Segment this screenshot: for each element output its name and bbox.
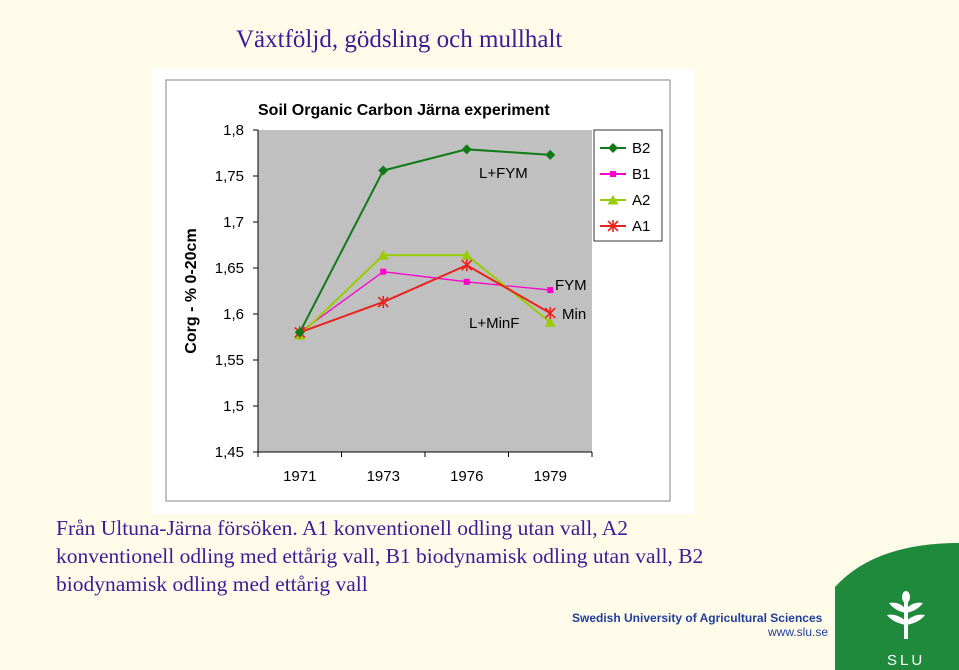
footer-organization: Swedish University of Agricultural Scien… bbox=[572, 611, 823, 625]
slu-logo-icon: SLU bbox=[835, 543, 959, 670]
annotation-fym: FYM bbox=[555, 277, 587, 294]
series-line-a1 bbox=[299, 264, 551, 334]
point-b1 bbox=[380, 268, 387, 275]
caption-line-2: konventionell odling med ettårig vall, B… bbox=[56, 544, 704, 568]
point-a1 bbox=[377, 296, 389, 309]
annotation-l-fym: L+FYM bbox=[479, 165, 528, 182]
point-b2 bbox=[461, 144, 472, 155]
x-tick-label: 1979 bbox=[534, 468, 567, 485]
legend-marker-a2 bbox=[607, 195, 619, 205]
y-tick-label: 1,8 bbox=[223, 122, 244, 139]
x-tick-label: 1971 bbox=[283, 468, 316, 485]
y-axis-label: Corg - % 0-20cm bbox=[183, 228, 200, 353]
y-tick-label: 1,55 bbox=[215, 352, 244, 369]
y-tick-label: 1,45 bbox=[215, 444, 244, 461]
caption-line-3: biodynamisk odling med ettårig vall bbox=[56, 572, 368, 596]
y-tick-label: 1,75 bbox=[215, 168, 244, 185]
series-line-b1 bbox=[299, 271, 551, 333]
annotation-l-minf: L+MinF bbox=[469, 315, 519, 332]
series-layer bbox=[294, 144, 556, 340]
legend-label-a1: A1 bbox=[632, 218, 650, 235]
chart-title: Soil Organic Carbon Järna experiment bbox=[258, 102, 550, 119]
y-tick-label: 1,6 bbox=[223, 306, 244, 323]
chart: Soil Organic Carbon Järna experiment Cor… bbox=[152, 69, 695, 514]
y-tick-label: 1,65 bbox=[215, 260, 244, 277]
legend: B2 B1 A2 A1 bbox=[600, 140, 650, 235]
y-tick-label: 1,5 bbox=[223, 398, 244, 415]
legend-box bbox=[593, 129, 663, 242]
point-a1 bbox=[544, 307, 556, 320]
y-tick-label: 1,7 bbox=[223, 214, 244, 231]
chart-svg: Soil Organic Carbon Järna experiment Cor… bbox=[165, 79, 671, 502]
point-a2 bbox=[461, 250, 473, 260]
legend-marker-b2 bbox=[608, 143, 618, 153]
point-b2 bbox=[294, 327, 305, 338]
footer-url[interactable]: www.slu.se bbox=[768, 625, 829, 639]
legend-label-b2: B2 bbox=[632, 140, 650, 157]
annotation-min: Min bbox=[562, 306, 586, 323]
legend-marker-b1 bbox=[610, 171, 616, 177]
point-a2 bbox=[544, 317, 556, 327]
logo-text: SLU bbox=[887, 652, 925, 669]
legend-marker-a1 bbox=[607, 220, 619, 232]
legend-label-a2: A2 bbox=[632, 192, 650, 209]
point-a2 bbox=[377, 250, 389, 260]
x-tick-label: 1976 bbox=[450, 468, 483, 485]
caption: Från Ultuna-Järna försöken. A1 konventio… bbox=[56, 514, 846, 598]
plot-area bbox=[258, 130, 592, 452]
legend-label-b1: B1 bbox=[632, 166, 650, 183]
point-b2 bbox=[378, 165, 389, 176]
point-b1 bbox=[463, 278, 470, 285]
slide-title: Växtföljd, gödsling och mullhalt bbox=[236, 26, 563, 53]
x-ticks: 1971 1973 1976 1979 bbox=[257, 452, 593, 485]
x-tick-label: 1973 bbox=[367, 468, 400, 485]
point-b1 bbox=[547, 287, 554, 294]
point-a1 bbox=[461, 259, 473, 272]
caption-line-1: Från Ultuna-Järna försöken. A1 konventio… bbox=[56, 516, 629, 540]
y-ticks: 1,8 1,75 1,7 1,65 1,6 1,55 1,5 1,45 bbox=[215, 122, 258, 461]
point-b2 bbox=[545, 149, 556, 160]
series-line-b2 bbox=[298, 148, 551, 333]
